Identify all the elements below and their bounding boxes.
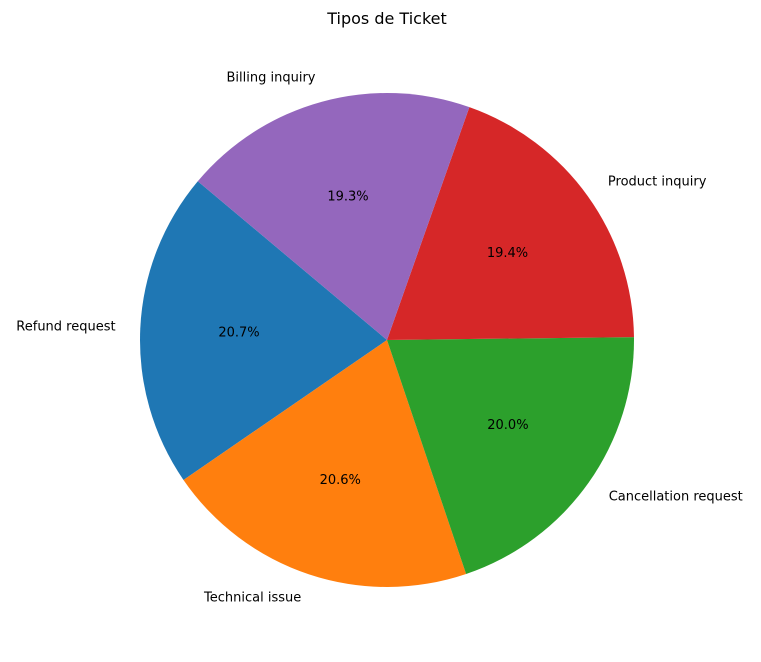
- pct-label-cancellation-request: 20.0%: [487, 418, 528, 433]
- chart-title: Tipos de Ticket: [326, 9, 447, 28]
- pie-slices: [140, 93, 634, 587]
- slice-label-cancellation-request: Cancellation request: [609, 490, 743, 505]
- slice-label-product-inquiry: Product inquiry: [608, 174, 707, 189]
- pct-label-technical-issue: 20.6%: [320, 473, 361, 488]
- slice-label-billing-inquiry: Billing inquiry: [227, 70, 316, 85]
- pct-label-refund-request: 20.7%: [218, 325, 259, 340]
- slice-label-refund-request: Refund request: [16, 320, 115, 335]
- slice-label-technical-issue: Technical issue: [203, 590, 301, 605]
- pct-label-billing-inquiry: 19.3%: [327, 190, 368, 205]
- pct-label-product-inquiry: 19.4%: [487, 246, 528, 261]
